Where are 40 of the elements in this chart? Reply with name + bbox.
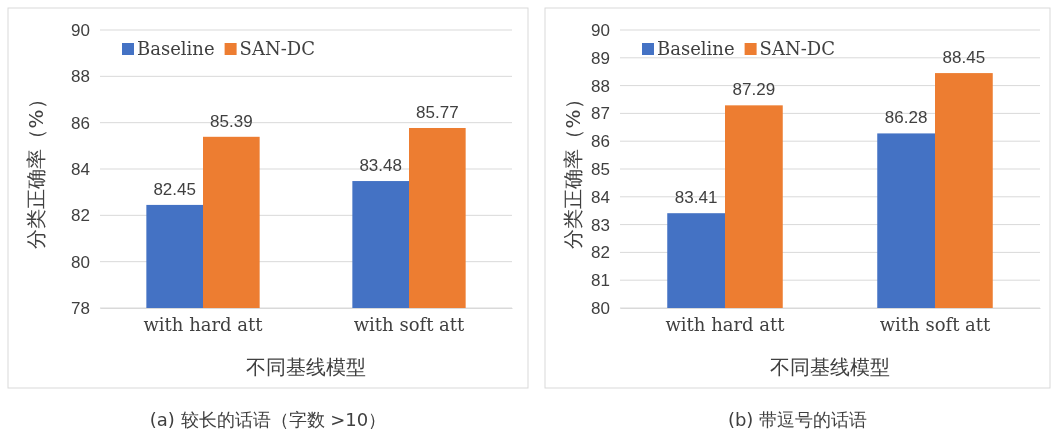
y-tick-label: 85 [591, 159, 610, 179]
data-label: 85.77 [416, 103, 459, 122]
y-tick-label: 86 [591, 132, 610, 152]
y-tick-label: 84 [71, 159, 90, 179]
y-tick-label: 80 [71, 252, 90, 272]
y-tick-label: 78 [71, 298, 90, 318]
y-tick-label: 90 [591, 20, 610, 40]
y-tick-label: 82 [71, 206, 90, 226]
y-tick-label: 82 [591, 243, 610, 263]
legend-label: Baseline [657, 38, 735, 59]
x-tick-label: with hard att [143, 313, 264, 335]
data-label: 82.45 [153, 179, 196, 199]
y-axis-title: 分类正确率（%） [24, 89, 48, 249]
data-label: 83.48 [359, 156, 402, 176]
x-axis-title: 不同基线模型 [770, 355, 890, 379]
y-tick-label: 89 [591, 48, 610, 68]
y-tick-label: 86 [71, 113, 90, 133]
legend-label: SAN-DC [759, 38, 835, 59]
data-label: 87.29 [732, 80, 776, 100]
y-tick-label: 88 [71, 67, 90, 87]
text: (b) 带逗号的话语 [727, 409, 868, 430]
data-label: 85.39 [210, 111, 253, 131]
y-tick-label: 83 [591, 215, 610, 235]
data-label: 83.41 [674, 188, 718, 208]
text: (a) 较长的话语（字数 >10） [149, 409, 387, 430]
y-tick-label: 87 [591, 104, 610, 124]
legend-label: SAN-DC [239, 38, 315, 59]
y-tick-label: 84 [591, 187, 610, 207]
y-tick-label: 80 [591, 298, 610, 318]
y-tick-label: 90 [71, 20, 90, 40]
x-tick-label: with hard att [665, 313, 786, 335]
data-label: 88.45 [942, 48, 986, 68]
legend-label: Baseline [137, 38, 215, 59]
x-axis-title: 不同基线模型 [246, 355, 366, 379]
data-label: 86.28 [884, 108, 928, 128]
y-tick-label: 88 [591, 76, 610, 96]
x-tick-label: with soft att [879, 313, 992, 335]
y-axis-title: 分类正确率（%） [561, 89, 585, 249]
x-tick-label: with soft att [353, 313, 466, 335]
y-tick-label: 81 [591, 271, 610, 291]
